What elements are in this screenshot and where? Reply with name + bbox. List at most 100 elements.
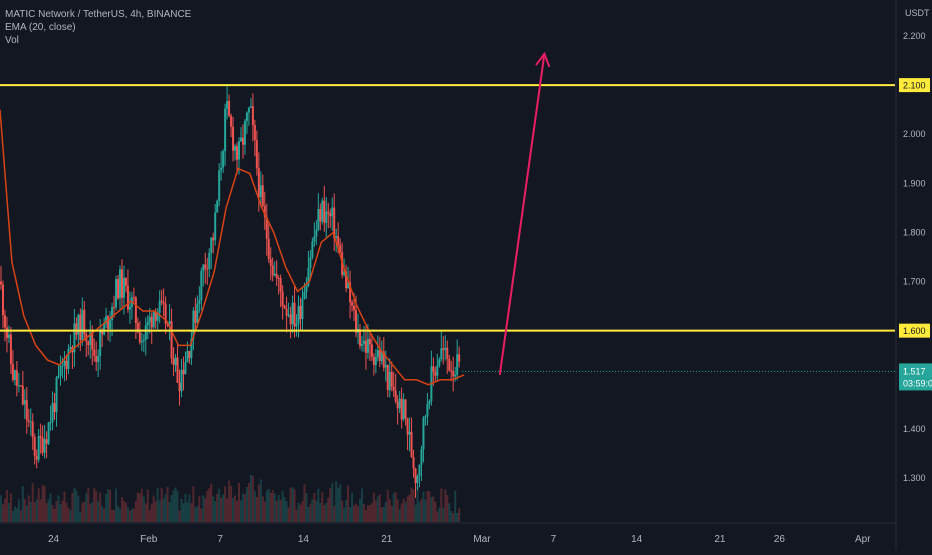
candle-body[interactable]	[372, 356, 375, 366]
candle-body[interactable]	[420, 449, 423, 465]
candle-body[interactable]	[283, 305, 286, 309]
candle-body[interactable]	[351, 302, 354, 306]
candle-body[interactable]	[450, 370, 453, 372]
candle-body[interactable]	[448, 358, 451, 371]
candle-body[interactable]	[69, 346, 72, 349]
candle-body[interactable]	[380, 351, 383, 362]
candle-body[interactable]	[188, 351, 191, 358]
candle-body[interactable]	[15, 370, 18, 387]
ema-line[interactable]	[0, 109, 465, 386]
candle-body[interactable]	[321, 200, 324, 222]
candle-body[interactable]	[65, 360, 68, 370]
candle-body[interactable]	[226, 101, 229, 109]
candle-body[interactable]	[247, 107, 250, 113]
candle-body[interactable]	[124, 277, 127, 286]
candle-body[interactable]	[83, 309, 86, 335]
candle-body[interactable]	[279, 278, 282, 292]
volume-indicator-label[interactable]: Vol	[5, 35, 19, 46]
ema-indicator-label[interactable]: EMA (20, close)	[5, 22, 76, 33]
candle-body[interactable]	[349, 282, 352, 303]
candle-body[interactable]	[31, 421, 34, 438]
candle-body[interactable]	[394, 390, 397, 402]
candle-body[interactable]	[438, 359, 441, 366]
candle-body[interactable]	[329, 213, 332, 217]
candle-body[interactable]	[5, 327, 8, 338]
candle-body[interactable]	[317, 209, 320, 230]
candle-body[interactable]	[368, 338, 371, 345]
candle-body[interactable]	[408, 431, 411, 435]
candle-body[interactable]	[355, 310, 358, 333]
candle-body[interactable]	[432, 366, 435, 372]
candle-body[interactable]	[309, 257, 312, 268]
candle-body[interactable]	[456, 354, 459, 375]
candle-body[interactable]	[128, 307, 131, 310]
candle-body[interactable]	[436, 365, 439, 376]
candle-body[interactable]	[259, 185, 262, 198]
candle-body[interactable]	[29, 421, 32, 423]
candle-body[interactable]	[232, 126, 235, 151]
candle-body[interactable]	[79, 314, 82, 341]
candle-body[interactable]	[275, 273, 278, 279]
candle-body[interactable]	[426, 403, 429, 417]
candle-body[interactable]	[202, 264, 205, 271]
candle-body[interactable]	[113, 307, 116, 309]
candle-body[interactable]	[384, 364, 387, 368]
candle-body[interactable]	[440, 348, 443, 360]
candle-body[interactable]	[362, 340, 365, 345]
candle-body[interactable]	[360, 344, 363, 346]
candle-body[interactable]	[299, 305, 302, 320]
candle-body[interactable]	[378, 350, 381, 362]
candle-body[interactable]	[196, 303, 199, 323]
candle-body[interactable]	[190, 338, 193, 358]
candle-body[interactable]	[95, 355, 98, 362]
candle-body[interactable]	[382, 351, 385, 368]
candle-body[interactable]	[212, 237, 215, 241]
candle-body[interactable]	[77, 314, 80, 335]
candle-body[interactable]	[186, 351, 189, 363]
candle-body[interactable]	[374, 357, 377, 366]
candle-body[interactable]	[315, 229, 318, 237]
candle-body[interactable]	[400, 398, 403, 420]
candle-body[interactable]	[218, 170, 221, 201]
candle-body[interactable]	[41, 437, 44, 453]
candle-body[interactable]	[120, 269, 123, 298]
candle-body[interactable]	[297, 305, 300, 324]
candle-body[interactable]	[81, 309, 84, 341]
candle-body[interactable]	[97, 355, 100, 362]
candle-body[interactable]	[164, 303, 167, 324]
candle-body[interactable]	[138, 332, 141, 343]
candle-body[interactable]	[174, 357, 177, 365]
candle-body[interactable]	[406, 418, 409, 435]
candle-body[interactable]	[410, 431, 413, 458]
candle-body[interactable]	[91, 332, 94, 350]
candle-body[interactable]	[27, 420, 30, 422]
candle-body[interactable]	[156, 312, 159, 321]
candle-body[interactable]	[134, 297, 137, 323]
candle-body[interactable]	[35, 455, 38, 460]
candle-body[interactable]	[269, 259, 272, 266]
candle-body[interactable]	[132, 297, 135, 299]
candle-body[interactable]	[261, 185, 264, 206]
candle-body[interactable]	[57, 375, 60, 378]
candle-body[interactable]	[182, 369, 185, 375]
candle-body[interactable]	[234, 146, 237, 151]
candle-body[interactable]	[277, 278, 280, 280]
candle-body[interactable]	[55, 377, 58, 412]
candle-body[interactable]	[311, 241, 314, 258]
candle-body[interactable]	[180, 369, 183, 392]
candle-body[interactable]	[162, 301, 165, 304]
candle-body[interactable]	[172, 358, 175, 365]
candle-body[interactable]	[53, 403, 56, 412]
candle-body[interactable]	[21, 385, 24, 405]
candle-body[interactable]	[285, 308, 288, 316]
candle-body[interactable]	[434, 371, 437, 376]
candle-body[interactable]	[390, 371, 393, 387]
candle-body[interactable]	[204, 264, 207, 269]
candle-body[interactable]	[214, 212, 217, 241]
candle-body[interactable]	[265, 216, 268, 239]
candle-body[interactable]	[251, 106, 254, 126]
candle-body[interactable]	[249, 106, 252, 108]
forecast-arrow-shaft[interactable]	[498, 53, 546, 375]
candle-body[interactable]	[61, 365, 64, 367]
